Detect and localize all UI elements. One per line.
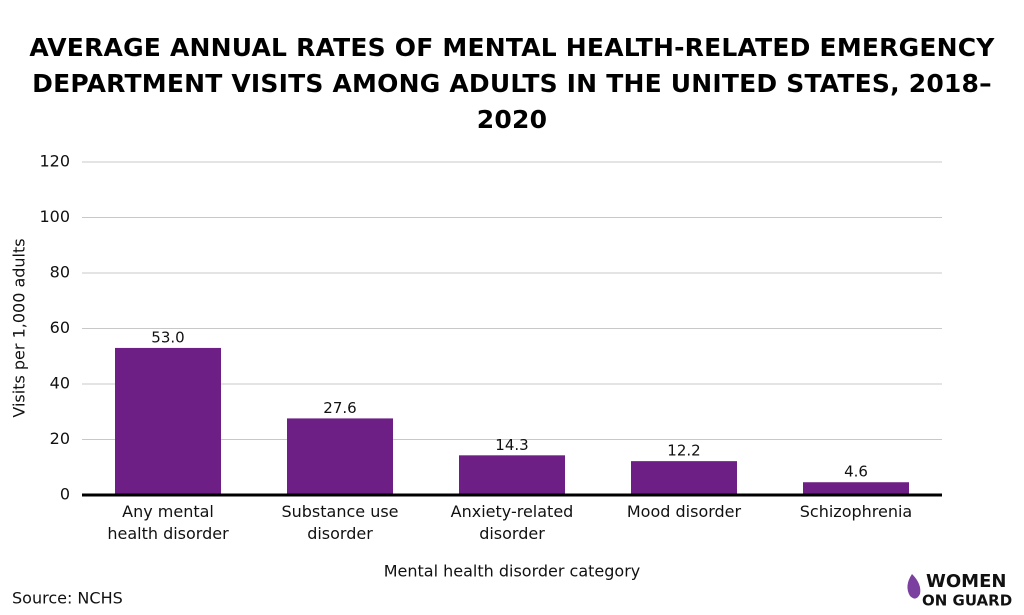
y-tick-label: 20 <box>50 429 70 448</box>
logo-text: WOMEN <box>926 571 1006 592</box>
bar <box>115 347 221 495</box>
bar <box>287 418 393 495</box>
value-label: 27.6 <box>323 399 356 417</box>
x-tick-label: Substance use disorder <box>281 502 399 543</box>
logo-text: ON GUARD <box>922 592 1012 610</box>
bar <box>459 455 565 495</box>
x-tick-label: Schizophrenia <box>799 502 913 521</box>
y-axis-label: Visits per 1,000 adults <box>10 238 29 417</box>
x-tick-label: Anxiety-related disorder <box>450 502 574 543</box>
y-tick-label: 80 <box>50 263 70 282</box>
bar <box>803 482 909 495</box>
source: Source: NCHS <box>12 589 123 608</box>
logo-icon <box>907 574 921 599</box>
value-label: 4.6 <box>844 463 868 481</box>
x-tick-label: Mood disorder <box>626 502 742 521</box>
x-axis-label: Mental health disorder category <box>384 562 641 581</box>
value-label: 53.0 <box>151 328 184 346</box>
y-tick-label: 60 <box>50 318 70 337</box>
value-label: 12.2 <box>667 442 700 460</box>
y-tick-label: 100 <box>39 207 70 226</box>
bar <box>631 461 737 495</box>
y-tick-label: 120 <box>39 152 70 171</box>
chart-title: AVERAGE ANNUAL RATES OF MENTAL HEALTH-RE… <box>29 33 995 134</box>
y-tick-label: 40 <box>50 374 70 393</box>
x-tick-label: Any mental health disorder <box>107 502 229 543</box>
value-label: 14.3 <box>495 436 528 454</box>
y-tick-label: 0 <box>60 485 70 504</box>
